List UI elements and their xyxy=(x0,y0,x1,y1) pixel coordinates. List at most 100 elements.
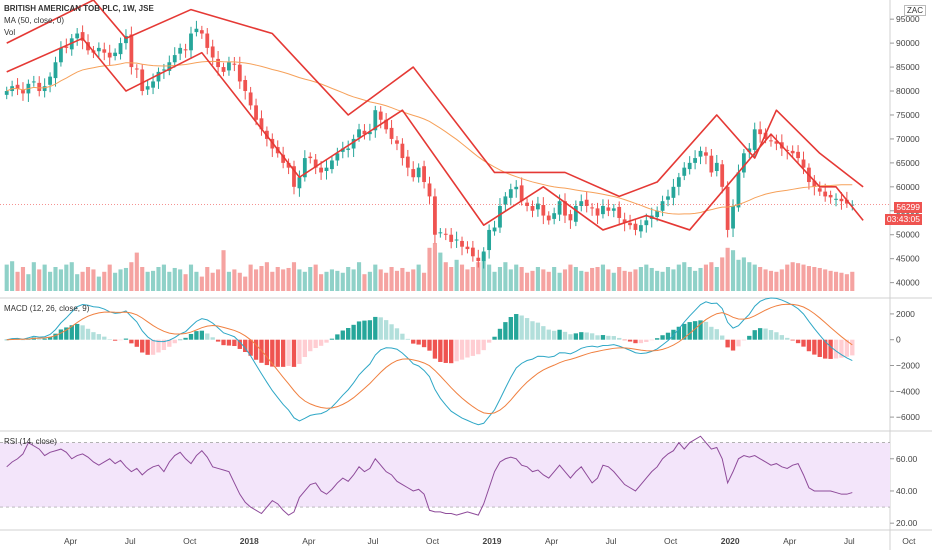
volume-bar xyxy=(481,252,486,291)
macd-histogram-bar xyxy=(606,335,611,340)
x-axis-label: Oct xyxy=(183,536,197,546)
volume-bar xyxy=(665,267,671,291)
candle-body xyxy=(53,62,58,79)
macd-histogram-bar xyxy=(839,339,844,358)
volume-bar xyxy=(20,267,26,291)
price-axis-label: 85000 xyxy=(896,62,920,72)
candle-body xyxy=(205,33,210,48)
candle-body xyxy=(335,153,340,161)
macd-histogram-bar xyxy=(373,316,378,340)
macd-axis-label: 2000 xyxy=(896,309,915,319)
macd-histogram-bar xyxy=(378,317,383,340)
currency-badge[interactable]: ZAC xyxy=(904,5,926,16)
volume-bar xyxy=(459,264,465,291)
volume-bar xyxy=(508,269,513,291)
volume-bar xyxy=(687,267,692,291)
x-axis-label: Apr xyxy=(64,536,77,546)
volume-bar xyxy=(465,269,470,291)
macd-histogram-bar xyxy=(280,339,286,367)
volume-bar xyxy=(270,271,275,291)
volume-bar xyxy=(10,261,15,291)
candle-body xyxy=(638,225,643,232)
macd-histogram-bar xyxy=(600,335,606,340)
volume-bar xyxy=(720,257,725,291)
macd-histogram-bar xyxy=(64,327,69,340)
macd-histogram-bar xyxy=(692,321,698,340)
volume-bar xyxy=(768,270,774,291)
macd-histogram-bar xyxy=(703,321,709,340)
candle-body xyxy=(243,79,248,92)
volume-bar xyxy=(394,270,400,291)
macd-histogram-bar xyxy=(757,328,763,340)
candle-body xyxy=(503,196,508,205)
rsi-line xyxy=(6,435,853,516)
candle-body xyxy=(64,46,69,48)
macd-histogram-bar xyxy=(535,322,541,340)
candle-body xyxy=(194,28,199,33)
volume-bar xyxy=(351,269,356,291)
rsi-axis-label: 20.00 xyxy=(896,518,918,528)
candle-body xyxy=(666,196,670,200)
candle-body xyxy=(4,91,9,95)
macd-histogram-bar xyxy=(85,328,91,340)
candle-body xyxy=(476,257,481,262)
candle-body xyxy=(395,140,399,144)
macd-histogram-bar xyxy=(850,339,855,356)
macd-histogram-bar xyxy=(432,339,438,359)
volume-bar xyxy=(812,267,817,291)
macd-histogram-bar xyxy=(568,334,573,340)
macd-histogram-bar xyxy=(362,320,367,340)
candle-body xyxy=(622,219,627,223)
candle-body xyxy=(731,205,735,229)
candle-body xyxy=(400,143,405,159)
macd-histogram-bar xyxy=(270,339,275,367)
volume-bar xyxy=(644,264,649,291)
candle-body xyxy=(817,188,822,192)
volume-bar xyxy=(172,267,177,291)
macd-histogram-bar xyxy=(595,335,600,340)
macd-histogram-bar xyxy=(747,335,752,340)
macd-histogram-bar xyxy=(91,332,96,340)
x-axis-label: Jul xyxy=(606,536,617,546)
volume-bar xyxy=(487,264,492,291)
rsi-axis-label: 40.00 xyxy=(896,486,918,496)
candle-body xyxy=(281,154,286,163)
macd-histogram-bar xyxy=(145,339,150,355)
macd-histogram-bar xyxy=(752,330,757,340)
candle-body xyxy=(823,191,828,197)
x-axis-label: Oct xyxy=(664,536,678,546)
candle-body xyxy=(769,140,773,142)
candle-body xyxy=(227,62,231,71)
candle-body xyxy=(210,46,215,58)
volume-bar xyxy=(763,269,768,291)
volume-bar xyxy=(774,271,779,291)
candle-body xyxy=(199,30,204,34)
candle-body xyxy=(292,166,296,187)
candle-body xyxy=(113,52,118,57)
macd-histogram-bar xyxy=(411,339,416,344)
candle-body xyxy=(80,32,85,41)
macd-histogram-bar xyxy=(253,339,259,360)
candle-body xyxy=(134,68,139,70)
volume-bar xyxy=(85,267,91,291)
volume-bar xyxy=(373,264,378,291)
macd-histogram-bar xyxy=(844,339,850,357)
macd-histogram-bar xyxy=(20,339,26,341)
macd-histogram-bar xyxy=(443,339,448,363)
macd-histogram-bar xyxy=(557,329,562,340)
volume-bar xyxy=(416,264,421,291)
macd-histogram-bar xyxy=(644,339,649,342)
macd-histogram-bar xyxy=(725,339,730,348)
volume-bar xyxy=(573,267,578,291)
macd-histogram-bar xyxy=(622,339,627,341)
candle-body xyxy=(687,162,692,170)
macd-histogram-bar xyxy=(687,322,692,340)
candle-body xyxy=(216,58,221,68)
candle-body xyxy=(834,198,838,200)
candle-body xyxy=(362,130,367,135)
volume-bar xyxy=(785,264,790,291)
candle-body xyxy=(422,166,426,183)
macd-histogram-bar xyxy=(833,339,839,359)
macd-histogram-bar xyxy=(313,339,318,349)
